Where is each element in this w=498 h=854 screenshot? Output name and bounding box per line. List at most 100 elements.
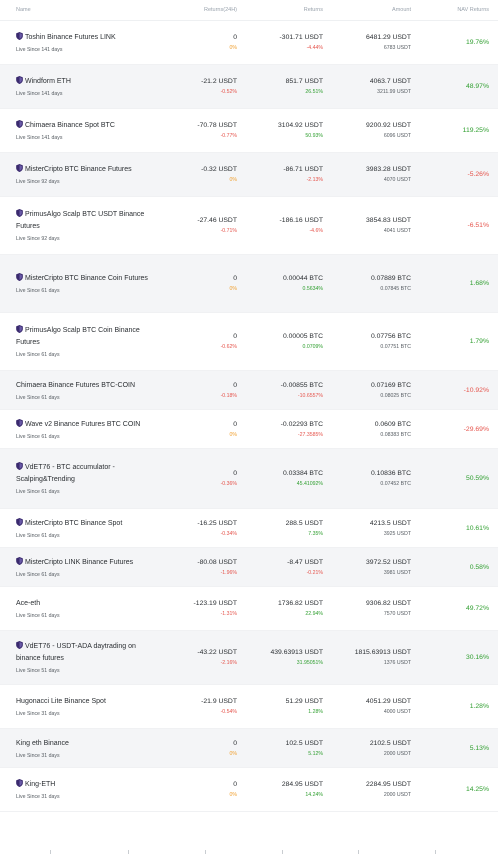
returns-24h-cell: -80.08 USDT -1.96% (180, 559, 237, 576)
amount-cell: 2102.5 USDT 2000 USDT (323, 740, 411, 757)
returns-24h-percent: 0% (229, 792, 238, 798)
strategy-name[interactable]: Windform ETH (16, 76, 160, 88)
table-row[interactable]: Toshin Binance Futures LINK Live Since 14… (0, 21, 498, 65)
table-row[interactable]: King-ETH Live Since 31 days 0 0% 284.95 USDT… (0, 768, 498, 812)
live-since-label: Live Since 61 days (16, 613, 60, 619)
strategy-name-text: King eth Binance (16, 739, 69, 747)
table-row[interactable]: Windform ETH Live Since 141 days -21.2 USD… (0, 65, 498, 109)
header-nav-returns[interactable]: NAV Returns (457, 7, 489, 13)
strategy-name[interactable]: VdET76 - BTC accumulator - Scalping&Tren… (16, 462, 160, 486)
shield-icon (16, 76, 23, 84)
strategy-name-cell: Chimaera Binance Spot BTC Live Since 141 … (0, 120, 180, 141)
table-row[interactable]: King eth Binance Live Since 31 days 0 0% 102… (0, 729, 498, 768)
strategy-name[interactable]: Hugonacci Lite Binance Spot (16, 696, 160, 708)
table-row[interactable]: Chimaera Binance Futures BTC-COIN Live Si… (0, 371, 498, 410)
returns-24h-value: 0 (233, 34, 237, 41)
returns-24h-percent: -1.96% (220, 569, 237, 576)
strategy-name[interactable]: PrimusAlgo Scalp BTC Coin Binance Future… (16, 325, 160, 349)
table-row[interactable]: MisterCripto LINK Binance Futures Live Si… (0, 548, 498, 587)
shield-icon (16, 418, 23, 427)
strategy-name-cell: Chimaera Binance Futures BTC-COIN Live Si… (0, 380, 180, 401)
strategy-name[interactable]: MisterCripto LINK Binance Futures (16, 556, 160, 569)
returns-24h-cell: -43.22 USDT -2.16% (180, 649, 237, 666)
returns-percent: 26.51% (305, 89, 323, 95)
returns-cell: -186.16 USDT -4.6% (237, 217, 323, 234)
returns-24h-value: -21.9 USDT (201, 698, 237, 705)
nav-returns-cell: -6.51% (411, 222, 498, 229)
nav-returns-value: 49.72% (465, 605, 489, 612)
live-since-label: Live Since 61 days (16, 532, 60, 539)
returns-24h-percent: -0.18% (220, 392, 237, 399)
strategy-name[interactable]: Chimaera Binance Futures BTC-COIN (16, 380, 160, 392)
returns-24h-percent: -2.16% (220, 660, 237, 666)
table-row[interactable]: VdET76 - USDT-ADA daytrading on binance … (0, 631, 498, 685)
returns-value: -0.02293 BTC (280, 420, 323, 428)
table-row[interactable]: PrimusAlgo Scalp BTC Coin Binance Future… (0, 313, 498, 371)
footer-tick (282, 850, 283, 854)
returns-24h-percent: 0% (229, 45, 238, 51)
amount-cell: 0.0609 BTC 0.08383 BTC (323, 421, 411, 438)
returns-cell: -0.00855 BTC -10.6557% (237, 382, 323, 399)
amount-cell: 6481.29 USDT 6783 USDT (323, 34, 411, 51)
footer-tick (358, 850, 359, 854)
returns-cell: -86.71 USDT -2.13% (237, 166, 323, 183)
returns-24h-value: -70.78 USDT (197, 122, 237, 129)
table-row[interactable]: MisterCripto BTC Binance Spot Live Since … (0, 509, 498, 548)
strategy-name-cell: Wave v2 Binance Futures BTC COIN Live Sin… (0, 418, 180, 440)
header-name[interactable]: Name (16, 7, 31, 13)
returns-value: 439.63913 USDT (270, 649, 323, 656)
returns-24h-value: -0.32 USDT (201, 166, 237, 173)
strategy-name[interactable]: PrimusAlgo Scalp BTC USDT Binance Future… (16, 209, 160, 233)
amount-initial: 4041 USDT (383, 228, 411, 234)
strategy-name[interactable]: VdET76 - USDT-ADA daytrading on binance … (16, 641, 160, 665)
strategy-name[interactable]: Ace-eth (16, 598, 160, 610)
table-row[interactable]: MisterCripto BTC Binance Futures Live Sin… (0, 153, 498, 197)
returns-cell: 288.5 USDT 7.35% (237, 520, 323, 537)
nav-returns-cell: -10.92% (411, 387, 498, 394)
amount-value: 4063.7 USDT (369, 78, 411, 85)
nav-returns-cell: 49.72% (411, 605, 498, 612)
strategy-name[interactable]: King-ETH (16, 779, 160, 791)
shield-icon (16, 32, 23, 40)
nav-returns-value: -5.26% (467, 171, 489, 178)
strategy-name[interactable]: King eth Binance (16, 738, 160, 750)
strategy-name[interactable]: Chimaera Binance Spot BTC (16, 120, 160, 132)
table-row[interactable]: Hugonacci Lite Binance Spot Live Since 31… (0, 685, 498, 729)
table-row[interactable]: MisterCripto BTC Binance Coin Futures Liv… (0, 255, 498, 313)
amount-initial: 4070 USDT (383, 177, 411, 183)
returns-value: 3104.92 USDT (278, 122, 323, 129)
strategy-name[interactable]: MisterCripto BTC Binance Spot (16, 517, 160, 530)
table-row[interactable]: PrimusAlgo Scalp BTC USDT Binance Future… (0, 197, 498, 255)
nav-returns-value: 1.68% (469, 280, 489, 287)
amount-cell: 9200.92 USDT 6096 USDT (323, 122, 411, 139)
table-row[interactable]: VdET76 - BTC accumulator - Scalping&Tren… (0, 449, 498, 509)
returns-24h-value: -123.19 USDT (193, 600, 237, 607)
returns-24h-cell: 0 -0.62% (180, 333, 237, 350)
returns-cell: -301.71 USDT -4.44% (237, 34, 323, 51)
returns-percent: 0.5634% (302, 286, 323, 292)
strategy-name-cell: Ace-eth Live Since 61 days (0, 598, 180, 619)
strategy-name[interactable]: Wave v2 Binance Futures BTC COIN (16, 418, 160, 431)
nav-returns-cell: 119.25% (411, 127, 498, 134)
header-amount[interactable]: Amount (392, 7, 411, 13)
returns-24h-value: -80.08 USDT (197, 558, 237, 566)
header-returns-24h[interactable]: Returns(24H) (203, 7, 237, 13)
amount-initial: 4000 USDT (383, 709, 411, 715)
header-returns[interactable]: Returns (303, 7, 323, 13)
returns-percent: 7.35% (308, 530, 323, 537)
returns-percent: 22.94% (305, 611, 323, 617)
returns-value: 0.00044 BTC (282, 275, 323, 282)
amount-initial: 3925 USDT (383, 530, 411, 537)
table-row[interactable]: Chimaera Binance Spot BTC Live Since 141 … (0, 109, 498, 153)
strategy-name-cell: Windform ETH Live Since 141 days (0, 76, 180, 97)
strategy-name[interactable]: Toshin Binance Futures LINK (16, 32, 160, 44)
strategy-name[interactable]: MisterCripto BTC Binance Coin Futures (16, 273, 160, 285)
shield-icon (16, 209, 23, 217)
returns-percent: 1.28% (308, 709, 323, 715)
strategy-name-cell: King eth Binance Live Since 31 days (0, 738, 180, 759)
table-row[interactable]: Ace-eth Live Since 61 days -123.19 USDT -1.… (0, 587, 498, 631)
strategy-name[interactable]: MisterCripto BTC Binance Futures (16, 164, 160, 176)
returns-24h-percent: -1.31% (220, 611, 237, 617)
amount-value: 0.07169 BTC (370, 381, 411, 389)
table-row[interactable]: Wave v2 Binance Futures BTC COIN Live Sin… (0, 410, 498, 449)
